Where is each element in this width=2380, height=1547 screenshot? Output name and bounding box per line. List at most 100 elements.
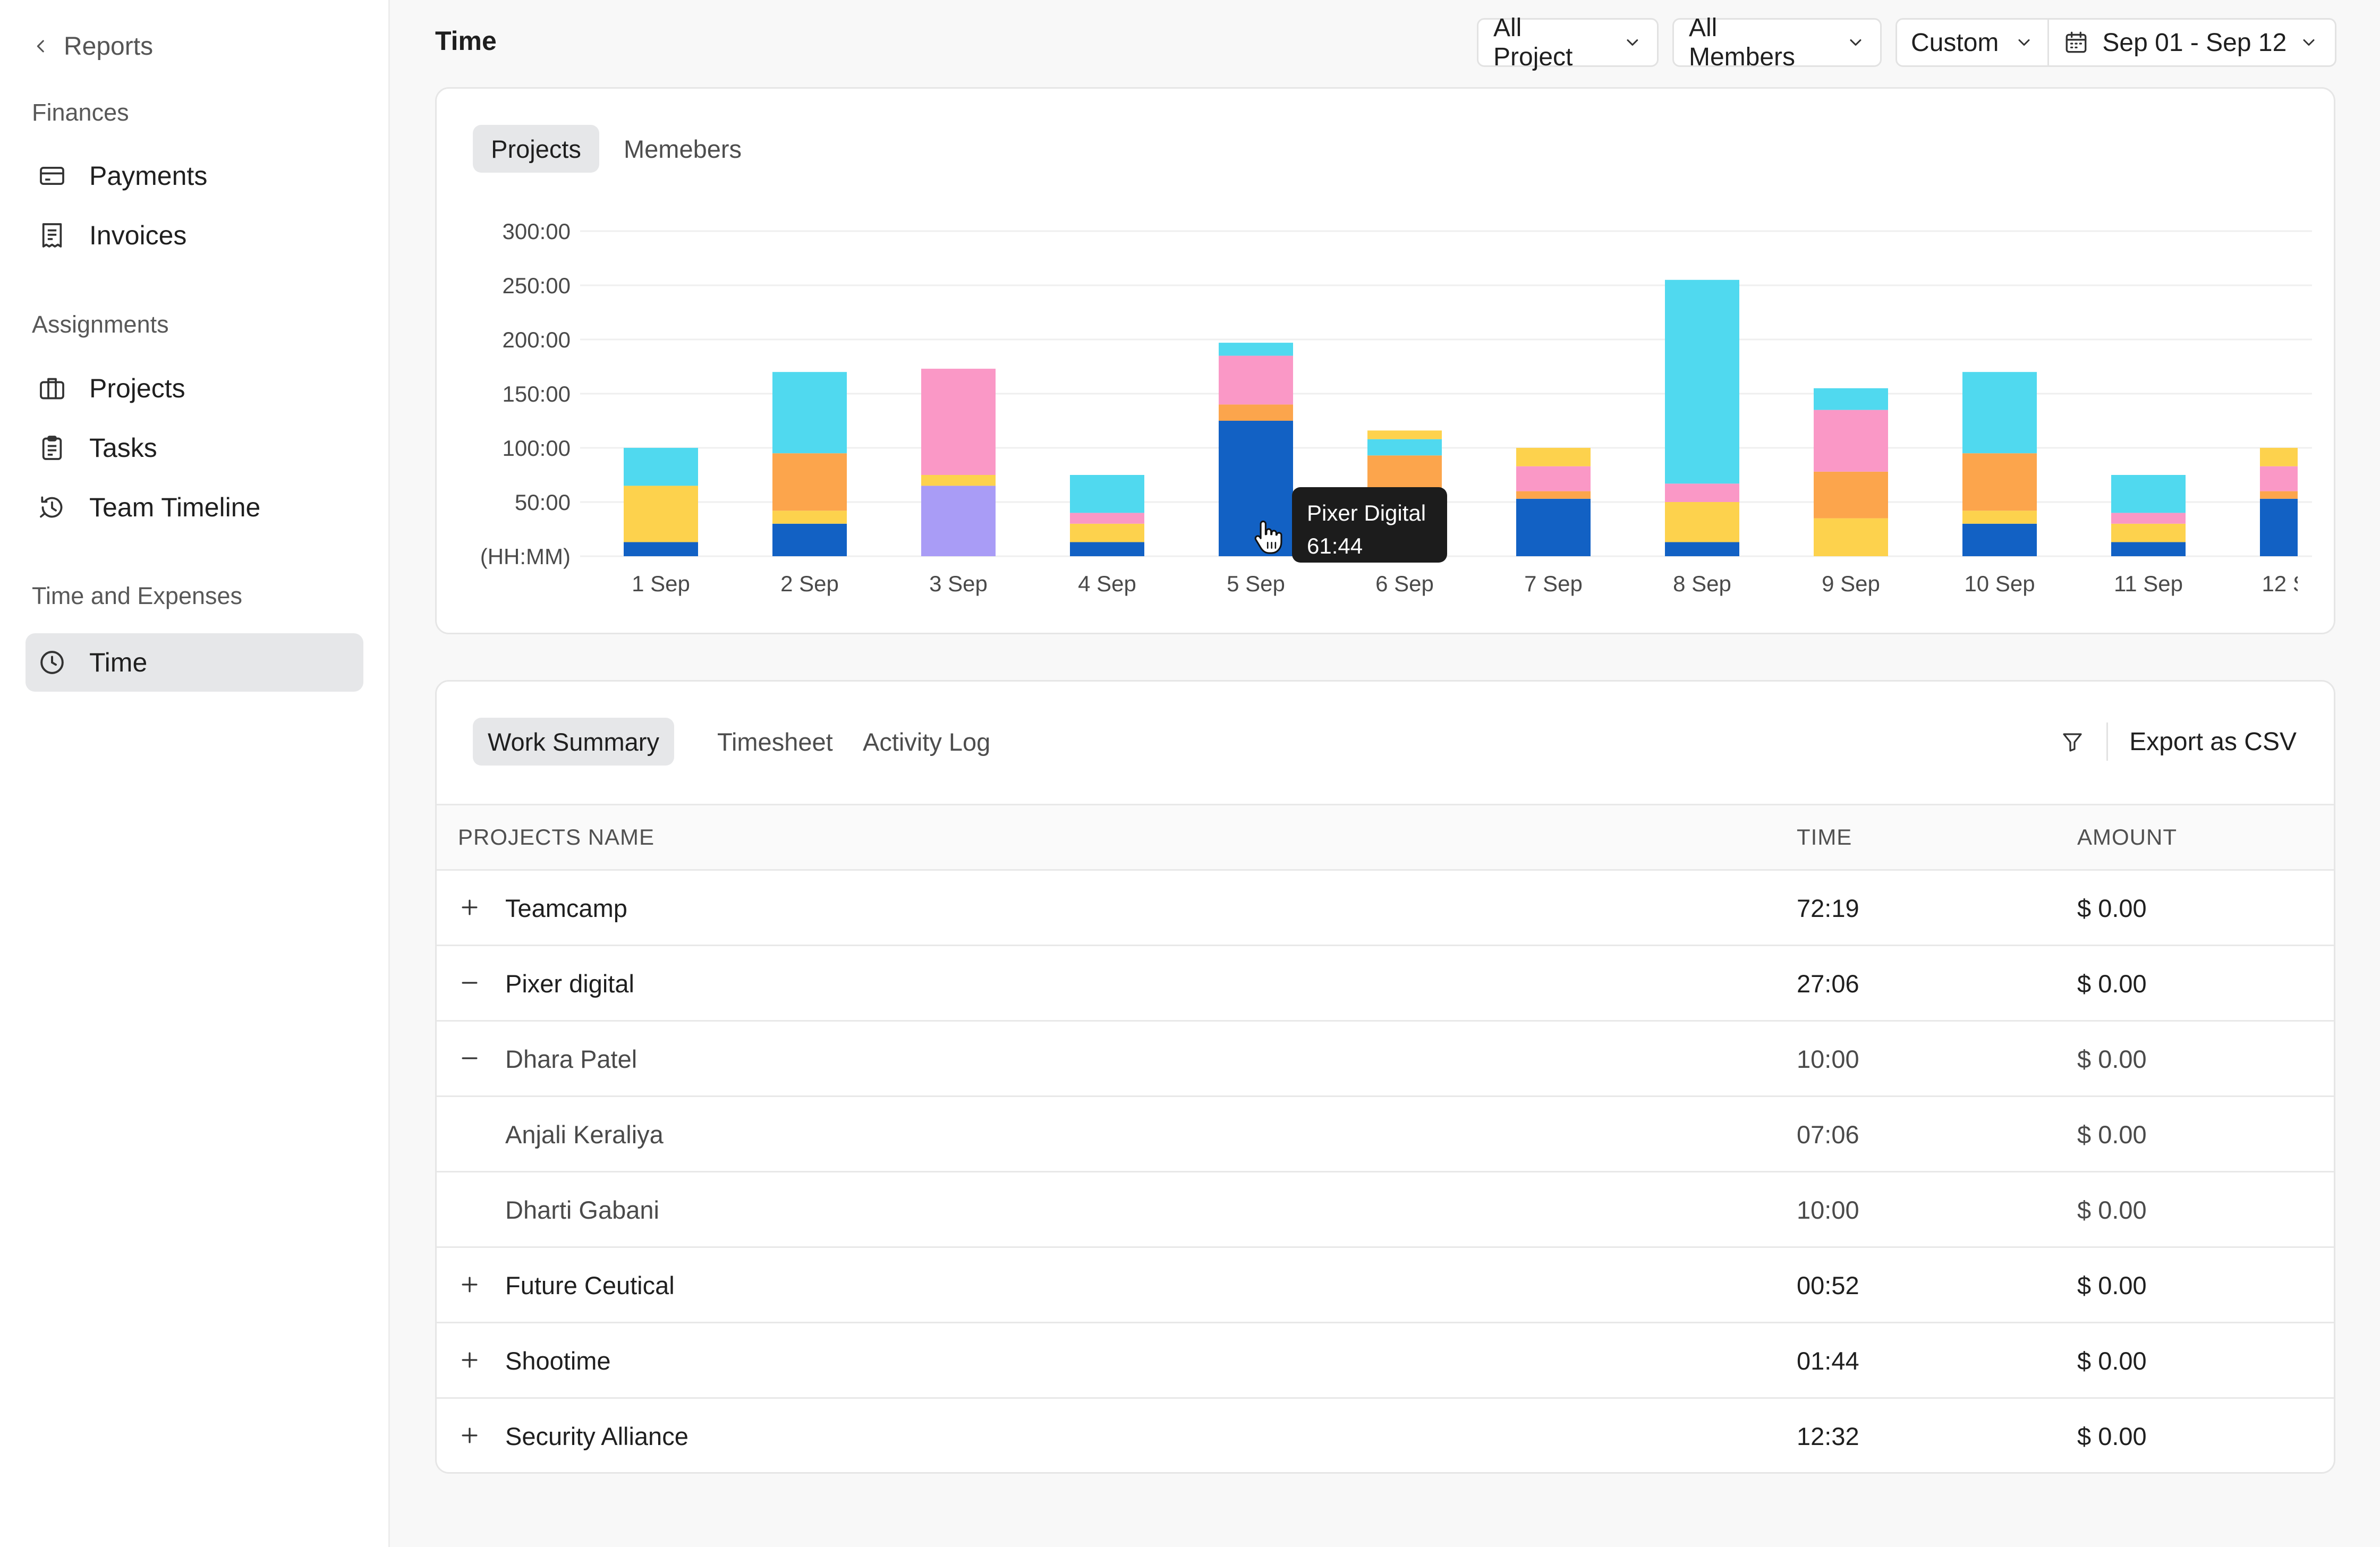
- members-filter-dropdown[interactable]: All Members: [1672, 14, 1882, 71]
- time-cell: 27:06: [1797, 970, 1859, 998]
- table-row[interactable]: Pixer digital 27:06 $ 0.00: [437, 946, 2334, 1022]
- export-csv-button[interactable]: Export as CSV: [2129, 727, 2297, 756]
- bar-segment[interactable]: [2260, 448, 2334, 466]
- date-range-dropdown[interactable]: Sep 01 - Sep 12: [2049, 20, 2332, 65]
- bar-segment[interactable]: [2111, 542, 2186, 556]
- bar-segment[interactable]: [1665, 279, 1739, 484]
- bar-segment[interactable]: [772, 453, 847, 511]
- bar-segment[interactable]: [1516, 491, 1591, 499]
- main-content: Time All Project All Members Custom Sep …: [392, 0, 2380, 1547]
- sidebar-item-projects[interactable]: Projects: [26, 359, 363, 418]
- bar-segment[interactable]: [1070, 523, 1144, 542]
- time-cell: 01:44: [1797, 1347, 1859, 1375]
- bar-segment[interactable]: [624, 542, 698, 556]
- minus-icon[interactable]: [458, 971, 481, 994]
- bar-segment[interactable]: [1516, 498, 1591, 556]
- project-filter-dropdown[interactable]: All Project: [1477, 14, 1659, 71]
- sidebar-item-tasks[interactable]: Tasks: [26, 419, 363, 477]
- table-row[interactable]: Anjali Keraliya 07:06 $ 0.00: [437, 1097, 2334, 1172]
- bar-segment[interactable]: [624, 448, 698, 486]
- table-row[interactable]: Dharti Gabani 10:00 $ 0.00: [437, 1172, 2334, 1248]
- receipt-icon: [42, 223, 62, 248]
- bar-segment[interactable]: [1814, 388, 1888, 410]
- bar-segment[interactable]: [1219, 355, 1293, 405]
- section-label-finances: Finances: [32, 99, 129, 126]
- range-type-dropdown[interactable]: Custom: [1897, 20, 2050, 65]
- amount-cell: $ 0.00: [2077, 1347, 2147, 1375]
- bar-segment[interactable]: [624, 486, 698, 542]
- bar-segment[interactable]: [2260, 491, 2334, 499]
- bar-segment[interactable]: [1814, 518, 1888, 556]
- x-tick-label: 11 Sep: [2114, 571, 2183, 596]
- plus-icon[interactable]: [458, 1424, 481, 1447]
- bar-segment[interactable]: [1070, 475, 1144, 513]
- x-tick-label: 10 Sep: [1964, 571, 2035, 596]
- bar-segment[interactable]: [1665, 542, 1739, 556]
- bar-segment[interactable]: [1962, 453, 2037, 511]
- bar-segment[interactable]: [921, 486, 996, 556]
- table-row[interactable]: Dhara Patel 10:00 $ 0.00: [437, 1022, 2334, 1097]
- bar-segment[interactable]: [1516, 448, 1591, 466]
- bar-segment[interactable]: [1814, 410, 1888, 472]
- sidebar-item-payments[interactable]: Payments: [26, 147, 363, 205]
- bar-segment[interactable]: [1665, 483, 1739, 502]
- amount-cell: $ 0.00: [2077, 1196, 2147, 1224]
- bar-segment[interactable]: [1367, 430, 1442, 439]
- minus-icon[interactable]: [458, 1047, 481, 1070]
- project-name-cell: Security Alliance: [505, 1422, 688, 1450]
- table-row[interactable]: Future Ceutical 00:52 $ 0.00: [437, 1248, 2334, 1323]
- stacked-bar-chart: (HH:MM) 50:00 100:00 150:00 200:00 250:00 300:…: [480, 219, 2334, 596]
- table-row[interactable]: Teamcamp 72:19 $ 0.00: [437, 871, 2334, 946]
- bar-segment[interactable]: [1219, 404, 1293, 421]
- bar-segment[interactable]: [2111, 475, 2186, 513]
- tab-projects[interactable]: Projects: [473, 125, 599, 173]
- chevron-down-icon: [1850, 39, 1862, 46]
- bar-segment[interactable]: [772, 511, 847, 524]
- filter-icon[interactable]: [2060, 729, 2085, 754]
- bar-segment[interactable]: [921, 475, 996, 486]
- bar-segment[interactable]: [1367, 439, 1442, 456]
- bar-segment[interactable]: [1962, 511, 2037, 524]
- x-tick-label: 6 Sep: [1375, 571, 1434, 596]
- bar-segment[interactable]: [1070, 513, 1144, 524]
- clock-icon: [40, 651, 64, 674]
- bar-segment[interactable]: [2111, 523, 2186, 542]
- plus-icon[interactable]: [458, 896, 481, 919]
- amount-cell: $ 0.00: [2077, 1120, 2147, 1149]
- tooltip-value: 61:44: [1307, 533, 1363, 558]
- bar-segment[interactable]: [1219, 343, 1293, 356]
- sidebar-item-time[interactable]: Time: [26, 633, 363, 692]
- plus-icon[interactable]: [458, 1273, 481, 1296]
- bar-segment[interactable]: [1516, 466, 1591, 491]
- bar-segment[interactable]: [1962, 523, 2037, 556]
- bar-segment[interactable]: [2260, 466, 2334, 491]
- bar-segment[interactable]: [2260, 498, 2334, 556]
- bar-segment[interactable]: [1962, 372, 2037, 454]
- bar-segment[interactable]: [1070, 542, 1144, 556]
- table-row[interactable]: Security Alliance 12:32 $ 0.00: [437, 1399, 2334, 1472]
- y-tick-label: 300:00: [503, 219, 571, 244]
- amount-cell: $ 0.00: [2077, 1271, 2147, 1299]
- table-row[interactable]: Shootime 01:44 $ 0.00: [437, 1323, 2334, 1399]
- project-name-cell: Dharti Gabani: [505, 1196, 659, 1224]
- bar-segment[interactable]: [1665, 502, 1739, 542]
- column-header-project-name: PROJECTS NAME: [458, 824, 655, 849]
- bar-segment[interactable]: [1814, 471, 1888, 518]
- bar-segment[interactable]: [772, 372, 847, 454]
- tab-timesheet[interactable]: Timesheet: [717, 727, 833, 756]
- tooltip-title: Pixer Digital: [1307, 500, 1426, 525]
- back-to-reports-link[interactable]: Reports: [32, 28, 153, 65]
- bar-segment[interactable]: [2111, 513, 2186, 524]
- tab-work-summary[interactable]: Work Summary: [473, 718, 674, 766]
- sidebar-item-label: Time: [89, 648, 148, 677]
- bar-segment[interactable]: [772, 523, 847, 556]
- bar-segment[interactable]: [921, 369, 996, 475]
- date-range-picker: Custom Sep 01 - Sep 12: [1896, 18, 2336, 67]
- sidebar-item-invoices[interactable]: Invoices: [26, 206, 363, 265]
- tab-activity-log[interactable]: Activity Log: [863, 727, 991, 756]
- tab-members[interactable]: Memebers: [624, 134, 742, 163]
- sidebar-item-team-timeline[interactable]: Team Timeline: [26, 478, 363, 537]
- amount-cell: $ 0.00: [2077, 894, 2147, 922]
- plus-icon[interactable]: [458, 1348, 481, 1372]
- project-name-cell: Future Ceutical: [505, 1271, 675, 1299]
